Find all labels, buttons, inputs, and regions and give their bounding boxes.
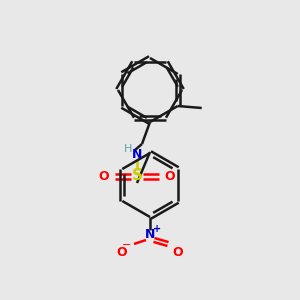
Text: O: O	[117, 247, 127, 260]
Text: −: −	[122, 240, 132, 250]
Text: +: +	[153, 224, 161, 234]
Text: O: O	[173, 247, 183, 260]
Text: O: O	[165, 169, 175, 182]
Text: H: H	[124, 144, 132, 154]
Text: O: O	[99, 169, 109, 182]
Text: S: S	[131, 169, 142, 184]
Text: N: N	[132, 148, 142, 160]
Text: N: N	[145, 229, 155, 242]
